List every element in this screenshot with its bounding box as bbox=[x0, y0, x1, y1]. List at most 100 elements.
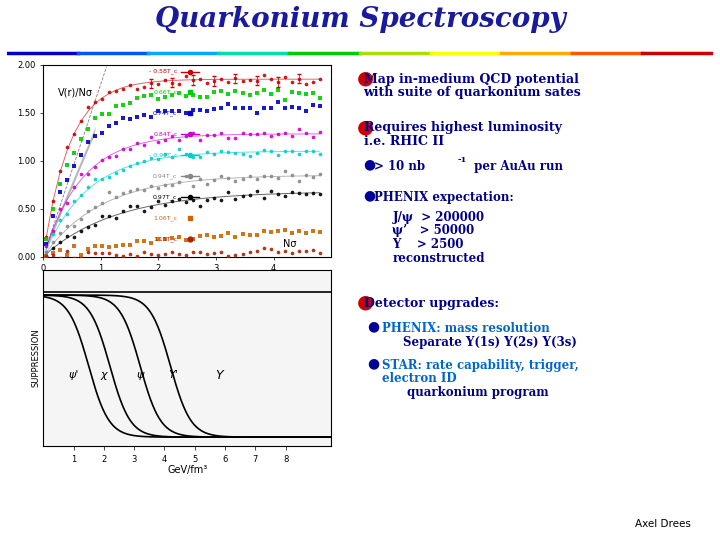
Point bbox=[76, 170, 87, 179]
Point bbox=[286, 78, 297, 86]
Point bbox=[40, 252, 52, 260]
Point bbox=[110, 152, 122, 160]
Point bbox=[286, 103, 297, 112]
Point bbox=[104, 187, 115, 196]
Point bbox=[76, 254, 87, 262]
Text: J/ψ  > 200000: J/ψ > 200000 bbox=[392, 211, 485, 224]
Point bbox=[181, 91, 192, 100]
Point bbox=[307, 132, 318, 141]
Point bbox=[300, 147, 312, 156]
Point bbox=[272, 190, 284, 198]
Point bbox=[194, 231, 206, 240]
Point bbox=[138, 111, 150, 119]
Point bbox=[40, 248, 52, 256]
Point bbox=[251, 76, 262, 85]
Point bbox=[138, 83, 150, 91]
Point bbox=[222, 133, 234, 142]
Text: Detector upgrades:: Detector upgrades: bbox=[364, 297, 498, 310]
Point bbox=[138, 186, 150, 194]
X-axis label: GeV/fm³: GeV/fm³ bbox=[167, 465, 207, 475]
Point bbox=[145, 154, 157, 163]
Point bbox=[251, 247, 262, 255]
Point bbox=[237, 103, 248, 112]
Point bbox=[286, 146, 297, 155]
Point bbox=[132, 94, 143, 103]
Point bbox=[251, 89, 262, 97]
Point bbox=[104, 122, 115, 130]
Point bbox=[279, 147, 290, 156]
Point bbox=[265, 245, 276, 254]
Point bbox=[279, 104, 290, 113]
Point bbox=[258, 244, 269, 252]
Point bbox=[153, 184, 164, 192]
Point bbox=[104, 88, 115, 97]
Point bbox=[293, 89, 305, 98]
Point bbox=[188, 76, 199, 85]
Point bbox=[48, 212, 59, 220]
Point bbox=[216, 247, 228, 256]
Point bbox=[153, 94, 164, 103]
Point bbox=[222, 228, 234, 237]
Point bbox=[188, 195, 199, 204]
Point bbox=[48, 204, 59, 213]
Point bbox=[82, 183, 94, 192]
Point bbox=[202, 93, 213, 102]
Point bbox=[76, 215, 87, 224]
Point bbox=[244, 248, 256, 256]
Point bbox=[244, 151, 256, 160]
Point bbox=[181, 150, 192, 158]
Point bbox=[145, 112, 157, 121]
Point bbox=[286, 188, 297, 197]
Point bbox=[160, 250, 171, 259]
Text: Nσ: Nσ bbox=[283, 239, 297, 249]
Text: Y: Y bbox=[215, 369, 223, 382]
Point bbox=[117, 100, 129, 109]
Text: Requires highest luminosity: Requires highest luminosity bbox=[364, 122, 562, 134]
Point bbox=[145, 79, 157, 87]
Point bbox=[89, 132, 101, 141]
Point bbox=[110, 169, 122, 178]
Point bbox=[89, 249, 101, 258]
Point bbox=[76, 226, 87, 235]
Point bbox=[76, 191, 87, 199]
Point bbox=[54, 216, 66, 225]
Point bbox=[272, 174, 284, 183]
Point bbox=[209, 150, 220, 158]
Point bbox=[132, 139, 143, 147]
Point bbox=[89, 220, 101, 229]
Point bbox=[145, 133, 157, 142]
Point bbox=[230, 104, 241, 112]
Point bbox=[145, 202, 157, 211]
Point bbox=[300, 190, 312, 199]
Point bbox=[314, 75, 325, 83]
Point bbox=[237, 192, 248, 201]
Point bbox=[181, 172, 192, 180]
Point bbox=[138, 247, 150, 256]
Text: χ: χ bbox=[101, 370, 107, 380]
Point bbox=[125, 115, 136, 124]
Point bbox=[202, 131, 213, 139]
Point bbox=[132, 251, 143, 260]
Point bbox=[279, 226, 290, 234]
Point bbox=[160, 92, 171, 101]
Point bbox=[222, 188, 234, 197]
Text: 0.94T_c: 0.94T_c bbox=[153, 173, 177, 179]
Point bbox=[125, 201, 136, 210]
Point bbox=[222, 99, 234, 108]
Point bbox=[48, 244, 59, 253]
Text: ●: ● bbox=[364, 158, 376, 172]
Point bbox=[96, 94, 108, 103]
Point bbox=[279, 96, 290, 104]
Point bbox=[265, 187, 276, 195]
Point bbox=[89, 242, 101, 251]
Point bbox=[160, 76, 171, 84]
Point bbox=[96, 156, 108, 164]
Point bbox=[166, 197, 178, 205]
Point bbox=[293, 227, 305, 235]
Point bbox=[82, 223, 94, 232]
Point bbox=[96, 242, 108, 251]
Point bbox=[89, 97, 101, 106]
Point bbox=[174, 195, 185, 204]
Point bbox=[174, 106, 185, 115]
Point bbox=[314, 190, 325, 198]
